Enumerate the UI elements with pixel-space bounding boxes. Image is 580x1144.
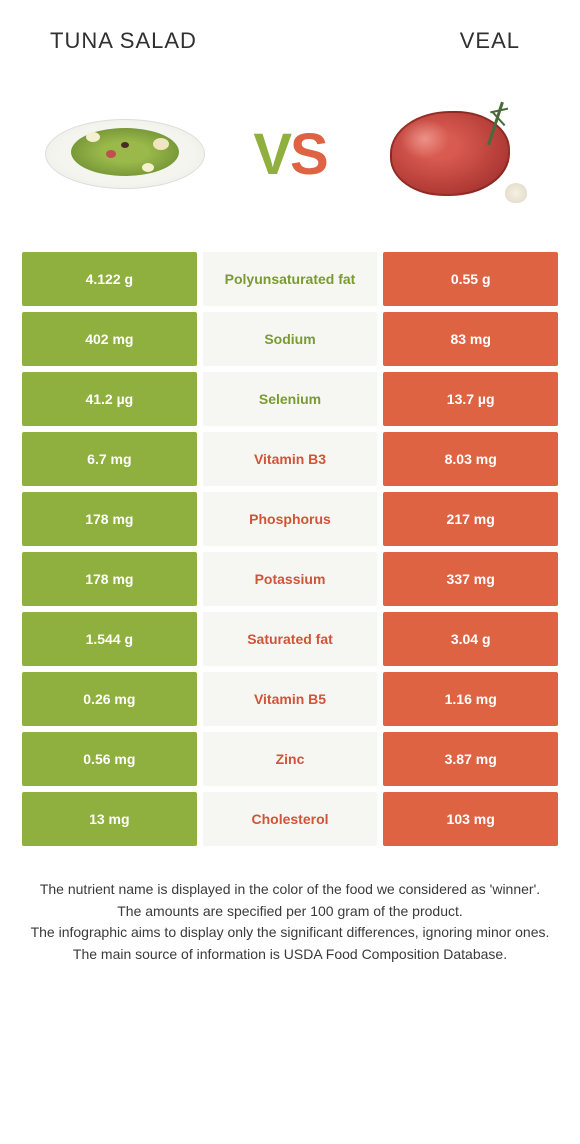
table-row: 41.2 µgSelenium13.7 µg <box>22 372 558 426</box>
left-value: 402 mg <box>22 312 197 366</box>
table-row: 178 mgPotassium337 mg <box>22 552 558 606</box>
header: TUNA SALAD VEAL <box>0 0 580 64</box>
vs-s: S <box>290 122 327 187</box>
left-value: 41.2 µg <box>22 372 197 426</box>
nutrient-label: Phosphorus <box>203 492 378 546</box>
nutrient-label: Polyunsaturated fat <box>203 252 378 306</box>
nutrient-label: Cholesterol <box>203 792 378 846</box>
tuna-salad-image <box>40 94 210 214</box>
nutrient-label: Vitamin B5 <box>203 672 378 726</box>
right-value: 83 mg <box>383 312 558 366</box>
footer-notes: The nutrient name is displayed in the co… <box>0 880 580 966</box>
nutrient-label: Zinc <box>203 732 378 786</box>
right-value: 8.03 mg <box>383 432 558 486</box>
right-value: 3.87 mg <box>383 732 558 786</box>
right-value: 103 mg <box>383 792 558 846</box>
left-value: 178 mg <box>22 492 197 546</box>
table-row: 4.122 gPolyunsaturated fat0.55 g <box>22 252 558 306</box>
left-value: 0.56 mg <box>22 732 197 786</box>
comparison-table: 4.122 gPolyunsaturated fat0.55 g 402 mgSo… <box>22 252 558 846</box>
nutrient-label: Potassium <box>203 552 378 606</box>
table-row: 13 mgCholesterol103 mg <box>22 792 558 846</box>
veal-image <box>370 94 540 214</box>
left-value: 178 mg <box>22 552 197 606</box>
right-value: 0.55 g <box>383 252 558 306</box>
table-row: 178 mgPhosphorus217 mg <box>22 492 558 546</box>
left-value: 1.544 g <box>22 612 197 666</box>
table-row: 1.544 gSaturated fat3.04 g <box>22 612 558 666</box>
right-value: 3.04 g <box>383 612 558 666</box>
vs-v: V <box>253 122 290 187</box>
left-value: 0.26 mg <box>22 672 197 726</box>
right-value: 1.16 mg <box>383 672 558 726</box>
left-value: 6.7 mg <box>22 432 197 486</box>
right-value: 337 mg <box>383 552 558 606</box>
left-value: 13 mg <box>22 792 197 846</box>
nutrient-label: Vitamin B3 <box>203 432 378 486</box>
table-row: 6.7 mgVitamin B38.03 mg <box>22 432 558 486</box>
title-left: TUNA SALAD <box>50 28 197 54</box>
table-row: 0.26 mgVitamin B51.16 mg <box>22 672 558 726</box>
footer-line: The main source of information is USDA F… <box>28 945 552 965</box>
vs-label: VS <box>253 121 326 188</box>
nutrient-label: Selenium <box>203 372 378 426</box>
footer-line: The amounts are specified per 100 gram o… <box>28 902 552 922</box>
footer-line: The infographic aims to display only the… <box>28 923 552 943</box>
title-right: VEAL <box>460 28 520 54</box>
nutrient-label: Saturated fat <box>203 612 378 666</box>
left-value: 4.122 g <box>22 252 197 306</box>
nutrient-label: Sodium <box>203 312 378 366</box>
footer-line: The nutrient name is displayed in the co… <box>28 880 552 900</box>
right-value: 217 mg <box>383 492 558 546</box>
right-value: 13.7 µg <box>383 372 558 426</box>
table-row: 402 mgSodium83 mg <box>22 312 558 366</box>
table-row: 0.56 mgZinc3.87 mg <box>22 732 558 786</box>
images-row: VS <box>0 64 580 244</box>
